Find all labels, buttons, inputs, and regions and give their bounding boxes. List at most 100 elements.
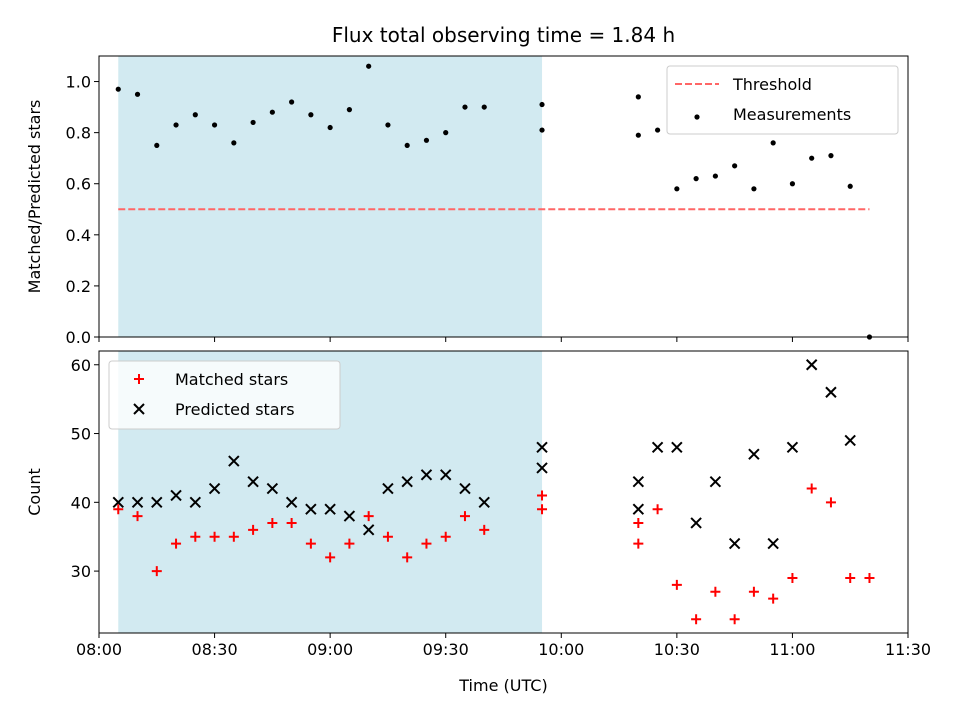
matched-star-point bbox=[421, 538, 432, 549]
y-tick-label: 0.8 bbox=[66, 124, 91, 143]
matched-star-point bbox=[325, 552, 336, 563]
axes-frame bbox=[98, 350, 909, 634]
measurement-point bbox=[443, 130, 449, 136]
matched-star-point bbox=[363, 511, 374, 522]
measurement-point bbox=[134, 91, 141, 97]
matched-star-point bbox=[845, 572, 856, 583]
matched-star-point bbox=[806, 483, 817, 494]
measurement-point bbox=[366, 63, 372, 69]
measurement-point bbox=[173, 122, 179, 128]
matched-star-point bbox=[768, 593, 779, 604]
measurement-point bbox=[770, 140, 776, 146]
predicted-star-point bbox=[478, 496, 490, 509]
predicted-star-point bbox=[805, 359, 818, 371]
predicted-star-point bbox=[170, 489, 182, 502]
predicted-star-point bbox=[536, 441, 548, 454]
matched-star-point bbox=[209, 531, 220, 542]
matched-star-point bbox=[671, 579, 682, 590]
axes-frame bbox=[98, 55, 909, 338]
predicted-star-point bbox=[825, 386, 837, 398]
legend-predicted-swatch bbox=[133, 403, 145, 415]
predicted-star-point bbox=[266, 482, 279, 495]
predicted-star-point bbox=[459, 482, 471, 495]
y-tick-label: 50 bbox=[71, 425, 91, 444]
matched-star-point bbox=[633, 538, 644, 549]
predicted-star-point bbox=[767, 537, 779, 550]
matched-star-point bbox=[344, 538, 355, 549]
matched-star-point bbox=[729, 614, 740, 625]
measurement-point bbox=[192, 112, 198, 118]
x-tick-label: 10:00 bbox=[538, 640, 584, 659]
matched-star-point bbox=[267, 517, 278, 528]
y-tick-label: 0.2 bbox=[66, 277, 91, 296]
measurement-point bbox=[154, 142, 160, 149]
predicted-star-point bbox=[382, 482, 394, 495]
measurement-point bbox=[635, 132, 641, 138]
measurement-point bbox=[539, 127, 545, 133]
y-tick-label: 30 bbox=[71, 562, 91, 581]
matched-star-point bbox=[748, 586, 759, 597]
predicted-star-point bbox=[401, 475, 413, 488]
measurement-point bbox=[327, 124, 333, 131]
matched-star-point bbox=[537, 490, 548, 501]
matched-star-point bbox=[402, 552, 413, 563]
legend-box bbox=[108, 360, 341, 430]
predicted-star-point bbox=[728, 537, 741, 550]
predicted-star-point bbox=[440, 469, 452, 481]
x-tick-label: 08:30 bbox=[192, 640, 238, 659]
measurement-point bbox=[674, 186, 680, 192]
x-tick-label: 11:00 bbox=[769, 640, 815, 659]
matched-star-point bbox=[113, 504, 124, 515]
matched-star-point bbox=[171, 538, 182, 549]
predicted-star-point bbox=[632, 503, 645, 515]
measurement-point bbox=[385, 122, 391, 128]
predicted-star-point bbox=[651, 441, 664, 454]
matched-star-point bbox=[190, 531, 201, 542]
measurement-point bbox=[789, 181, 796, 187]
predicted-star-point bbox=[305, 503, 317, 515]
measurement-point bbox=[654, 127, 661, 133]
predicted-star-point bbox=[131, 496, 144, 509]
measurement-point bbox=[423, 137, 430, 143]
matched-star-point bbox=[652, 504, 663, 515]
legend-label: Threshold bbox=[732, 75, 812, 94]
predicted-star-point bbox=[748, 448, 760, 460]
legend-measurement-swatch bbox=[694, 114, 700, 120]
measurement-point bbox=[828, 153, 834, 159]
measurement-point bbox=[539, 101, 545, 108]
legend-label: Predicted stars bbox=[175, 400, 295, 419]
y-tick-label: 1.0 bbox=[66, 73, 91, 92]
predicted-star-point bbox=[208, 482, 221, 495]
measurement-point bbox=[289, 99, 295, 105]
measurement-point bbox=[404, 142, 410, 149]
x-tick-label: 08:00 bbox=[76, 640, 122, 659]
predicted-star-point bbox=[632, 475, 645, 488]
predicted-star-point bbox=[420, 469, 433, 481]
measurement-point bbox=[462, 104, 468, 110]
y-axis-label: Matched/Predicted stars bbox=[25, 100, 44, 294]
x-tick-label: 10:30 bbox=[654, 640, 700, 659]
legend-label: Measurements bbox=[733, 105, 851, 124]
matched-star-point bbox=[132, 511, 143, 522]
measurement-point bbox=[481, 104, 487, 110]
predicted-star-point bbox=[189, 496, 202, 509]
chart-title: Flux total observing time = 1.84 h bbox=[332, 23, 675, 47]
matched-star-point bbox=[864, 572, 875, 583]
matched-star-point bbox=[305, 538, 316, 549]
predicted-star-point bbox=[247, 475, 259, 488]
measurement-point bbox=[847, 183, 853, 189]
predicted-star-point bbox=[112, 496, 124, 509]
y-tick-label: 60 bbox=[71, 356, 91, 375]
measurement-point bbox=[693, 176, 699, 182]
y-tick-label: 0.0 bbox=[66, 328, 91, 347]
x-tick-label: 09:30 bbox=[423, 640, 469, 659]
y-axis-label: Count bbox=[25, 468, 44, 516]
x-tick-label: 09:00 bbox=[307, 640, 353, 659]
y-tick-label: 40 bbox=[71, 493, 91, 512]
measurement-point bbox=[250, 119, 256, 126]
matched-star-point bbox=[382, 531, 393, 542]
matched-star-point bbox=[787, 572, 798, 583]
predicted-star-point bbox=[285, 496, 298, 509]
measurement-point bbox=[231, 140, 237, 146]
